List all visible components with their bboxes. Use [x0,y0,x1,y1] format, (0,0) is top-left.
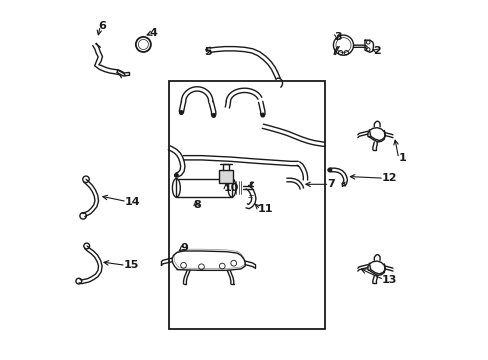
Text: 4: 4 [149,28,157,38]
Text: 13: 13 [381,275,396,285]
Text: 7: 7 [326,179,334,189]
Circle shape [174,174,178,177]
Bar [176,179,231,197]
Text: 6: 6 [98,21,106,31]
Text: 9: 9 [180,243,187,253]
Text: 11: 11 [258,204,273,215]
Text: 3: 3 [333,32,341,41]
Text: 8: 8 [193,200,201,210]
Text: 14: 14 [124,197,140,207]
Circle shape [179,111,183,114]
Circle shape [261,113,264,117]
Text: 15: 15 [123,260,139,270]
Text: 5: 5 [204,46,211,57]
Bar [169,81,325,329]
Bar [218,170,233,183]
Text: 2: 2 [373,46,381,56]
Text: 1: 1 [398,153,406,163]
Circle shape [211,114,215,117]
Text: 10: 10 [223,183,239,193]
Circle shape [327,168,331,172]
Text: 12: 12 [381,173,396,183]
